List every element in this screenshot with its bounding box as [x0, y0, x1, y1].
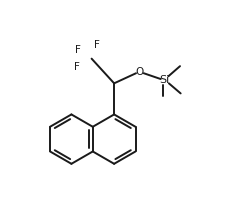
Text: Si: Si	[159, 75, 170, 85]
Text: F: F	[74, 62, 80, 72]
Text: F: F	[94, 40, 100, 50]
Text: O: O	[136, 67, 144, 76]
Text: F: F	[75, 45, 81, 55]
